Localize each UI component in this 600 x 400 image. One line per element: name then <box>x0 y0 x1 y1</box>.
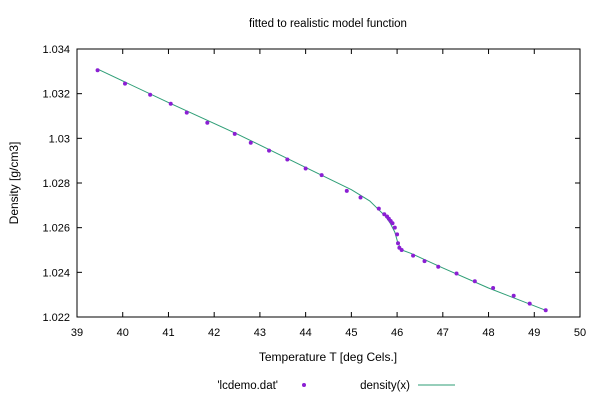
x-tick-label: 41 <box>162 327 174 339</box>
x-axis: 39 40 41 42 43 44 45 46 47 48 49 50 <box>71 49 586 339</box>
data-point <box>232 131 237 136</box>
data-point <box>399 248 404 252</box>
legend: 'lcdemo.dat' density(x) <box>217 380 455 392</box>
data-point <box>123 81 128 86</box>
data-point <box>168 101 173 106</box>
y-axis-label: Density [g/cm3] <box>7 142 21 225</box>
data-point <box>454 271 459 276</box>
x-tick-label: 45 <box>345 327 357 339</box>
data-point <box>396 241 401 246</box>
data-point <box>319 173 324 178</box>
data-points-layer <box>95 68 548 313</box>
data-point <box>148 92 153 97</box>
data-point <box>392 225 397 230</box>
data-point <box>184 110 189 115</box>
legend-label-points: 'lcdemo.dat' <box>217 380 278 392</box>
data-point <box>390 221 395 226</box>
data-point <box>511 293 516 298</box>
y-tick-label: 1.024 <box>42 267 70 279</box>
legend-label-line: density(x) <box>360 380 410 392</box>
y-tick-label: 1.028 <box>42 178 70 190</box>
x-tick-label: 40 <box>117 327 129 339</box>
data-point <box>358 195 363 200</box>
data-point <box>95 68 100 73</box>
data-point <box>422 259 427 264</box>
data-point <box>411 253 416 258</box>
data-point <box>543 308 548 313</box>
x-tick-label: 42 <box>208 327 220 339</box>
data-point <box>267 148 272 153</box>
x-tick-label: 50 <box>574 327 586 339</box>
data-point <box>205 120 210 125</box>
x-tick-label: 48 <box>482 327 494 339</box>
x-tick-label: 44 <box>300 327 312 339</box>
data-point <box>376 206 381 211</box>
y-tick-label: 1.034 <box>42 44 70 56</box>
y-tick-label: 1.032 <box>42 89 70 101</box>
data-point <box>436 264 441 269</box>
data-point <box>472 279 477 284</box>
y-tick-label: 1.03 <box>49 133 70 145</box>
x-tick-label: 39 <box>71 327 83 339</box>
density-fit-line <box>97 68 546 311</box>
plot-frame <box>76 48 581 318</box>
data-point <box>491 285 496 290</box>
x-tick-label: 46 <box>391 327 403 339</box>
x-tick-label: 47 <box>437 327 449 339</box>
legend-point-swatch <box>302 383 306 387</box>
y-tick-label: 1.022 <box>42 312 70 324</box>
chart-title: fitted to realistic model function <box>249 18 407 30</box>
fit-line-layer <box>97 68 546 311</box>
data-point <box>248 140 253 145</box>
data-point <box>527 301 532 306</box>
y-tick-label: 1.026 <box>42 223 70 235</box>
x-axis-label: Temperature T [deg Cels.] <box>259 350 397 364</box>
data-point <box>344 188 349 193</box>
x-tick-label: 49 <box>528 327 540 339</box>
data-point <box>382 212 387 217</box>
x-tick-label: 43 <box>254 327 266 339</box>
data-point <box>303 166 308 171</box>
data-point <box>285 157 290 162</box>
y-axis: 1.022 1.024 1.026 1.028 1.03 1.032 1.034 <box>42 44 580 324</box>
data-point <box>395 232 400 237</box>
